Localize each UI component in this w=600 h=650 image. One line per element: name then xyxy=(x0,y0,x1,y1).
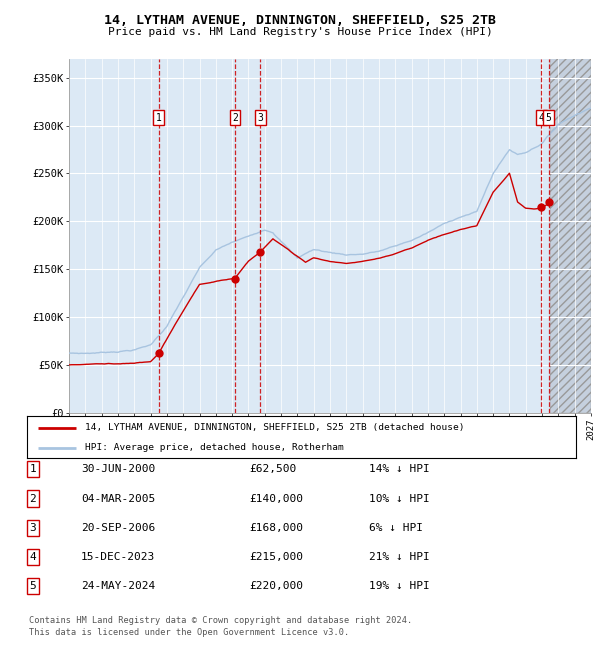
Text: 2: 2 xyxy=(232,113,238,123)
Bar xyxy=(550,30,591,413)
Text: £62,500: £62,500 xyxy=(249,464,296,474)
Text: 19% ↓ HPI: 19% ↓ HPI xyxy=(369,581,430,592)
Text: HPI: Average price, detached house, Rotherham: HPI: Average price, detached house, Roth… xyxy=(85,443,343,452)
Text: 24-MAY-2024: 24-MAY-2024 xyxy=(81,581,155,592)
Text: £220,000: £220,000 xyxy=(249,581,303,592)
Text: 5: 5 xyxy=(29,581,37,592)
Text: £140,000: £140,000 xyxy=(249,493,303,504)
Text: £168,000: £168,000 xyxy=(249,523,303,533)
Text: 4: 4 xyxy=(538,113,544,123)
Text: Contains HM Land Registry data © Crown copyright and database right 2024.: Contains HM Land Registry data © Crown c… xyxy=(29,616,412,625)
Text: 21% ↓ HPI: 21% ↓ HPI xyxy=(369,552,430,562)
Text: 5: 5 xyxy=(545,113,551,123)
Text: 20-SEP-2006: 20-SEP-2006 xyxy=(81,523,155,533)
Text: 30-JUN-2000: 30-JUN-2000 xyxy=(81,464,155,474)
Text: 04-MAR-2005: 04-MAR-2005 xyxy=(81,493,155,504)
Text: 3: 3 xyxy=(29,523,37,533)
Text: 15-DEC-2023: 15-DEC-2023 xyxy=(81,552,155,562)
Text: This data is licensed under the Open Government Licence v3.0.: This data is licensed under the Open Gov… xyxy=(29,628,349,637)
Text: 14% ↓ HPI: 14% ↓ HPI xyxy=(369,464,430,474)
Text: 14, LYTHAM AVENUE, DINNINGTON, SHEFFIELD, S25 2TB (detached house): 14, LYTHAM AVENUE, DINNINGTON, SHEFFIELD… xyxy=(85,423,464,432)
Text: 4: 4 xyxy=(29,552,37,562)
Text: Price paid vs. HM Land Registry's House Price Index (HPI): Price paid vs. HM Land Registry's House … xyxy=(107,27,493,37)
Text: 10% ↓ HPI: 10% ↓ HPI xyxy=(369,493,430,504)
Text: 14, LYTHAM AVENUE, DINNINGTON, SHEFFIELD, S25 2TB: 14, LYTHAM AVENUE, DINNINGTON, SHEFFIELD… xyxy=(104,14,496,27)
Text: 6% ↓ HPI: 6% ↓ HPI xyxy=(369,523,423,533)
Text: 2: 2 xyxy=(29,493,37,504)
Text: £215,000: £215,000 xyxy=(249,552,303,562)
Text: 3: 3 xyxy=(257,113,263,123)
Bar xyxy=(550,30,591,413)
Text: 1: 1 xyxy=(29,464,37,474)
Text: 1: 1 xyxy=(156,113,161,123)
